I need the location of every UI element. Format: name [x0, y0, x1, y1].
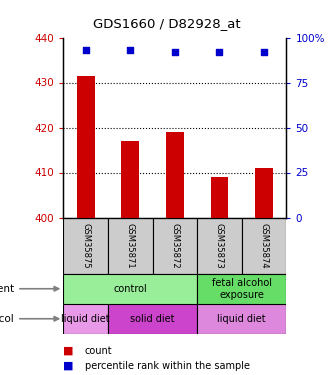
Bar: [197, 274, 286, 304]
Bar: [63, 304, 108, 334]
Point: [261, 49, 267, 55]
Text: solid diet: solid diet: [130, 314, 175, 324]
Text: GSM35872: GSM35872: [170, 223, 179, 268]
Text: liquid diet: liquid diet: [217, 314, 266, 324]
Text: GSM35873: GSM35873: [215, 223, 224, 268]
Point: [172, 49, 177, 55]
Text: ■: ■: [63, 361, 77, 370]
Bar: [210, 177, 228, 218]
Text: GSM35875: GSM35875: [81, 223, 90, 268]
Bar: [166, 132, 184, 218]
Text: GDS1660 / D82928_at: GDS1660 / D82928_at: [93, 17, 240, 30]
Text: percentile rank within the sample: percentile rank within the sample: [85, 361, 250, 370]
Text: count: count: [85, 346, 113, 355]
Point: [83, 47, 88, 53]
Text: control: control: [113, 284, 147, 294]
Bar: [63, 217, 108, 274]
Bar: [197, 217, 242, 274]
Bar: [108, 304, 197, 334]
Bar: [63, 274, 197, 304]
Text: liquid diet: liquid diet: [61, 314, 110, 324]
Text: ■: ■: [63, 346, 77, 355]
Text: GSM35871: GSM35871: [126, 223, 135, 268]
Bar: [153, 217, 197, 274]
Bar: [121, 141, 139, 218]
Point: [217, 49, 222, 55]
Bar: [242, 217, 286, 274]
Bar: [197, 304, 286, 334]
Bar: [108, 217, 153, 274]
Text: agent: agent: [0, 284, 59, 294]
Bar: [77, 76, 95, 217]
Text: GSM35874: GSM35874: [259, 223, 269, 268]
Text: fetal alcohol
exposure: fetal alcohol exposure: [212, 278, 272, 300]
Bar: [255, 168, 273, 217]
Text: protocol: protocol: [0, 314, 59, 324]
Point: [128, 47, 133, 53]
